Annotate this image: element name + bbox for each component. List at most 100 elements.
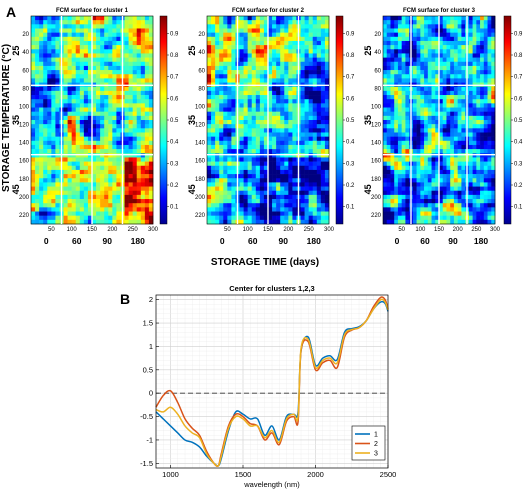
heatmap-cell [435, 115, 440, 121]
y-tick-label: 1.5 [143, 319, 153, 328]
heatmap-cell [31, 128, 36, 133]
x-tick-label: 50 [224, 227, 231, 233]
heatmap-cell [108, 107, 113, 112]
heatmap-cell [308, 203, 314, 208]
heatmap-cell [128, 24, 133, 29]
heatmap-cell [223, 53, 228, 58]
heatmap-cell [416, 199, 421, 204]
heatmap-cell [461, 124, 466, 129]
heatmap-cell [397, 103, 402, 108]
heatmap-cell [268, 194, 273, 200]
heatmap-cell [215, 36, 220, 42]
heatmap-cell [442, 36, 447, 42]
heatmap-cell [416, 103, 421, 108]
heatmap-cell [491, 74, 496, 79]
heatmap-cell [427, 53, 432, 58]
heatmap-cell [300, 53, 305, 58]
heatmap-cell [227, 103, 232, 108]
heatmap-cell [116, 65, 121, 71]
heatmap-cell [108, 103, 113, 108]
heatmap-cell [47, 65, 52, 71]
heatmap-cell [316, 36, 322, 42]
heatmap-cell [431, 120, 436, 125]
heatmap-cell [268, 140, 273, 146]
heatmap-cell [47, 182, 52, 187]
heatmap-cell [324, 49, 330, 54]
heatmap-cell [144, 199, 150, 204]
heatmap-cell [424, 186, 429, 192]
heatmap-cell [324, 157, 330, 162]
heatmap-cell [405, 103, 410, 108]
heatmap-cell [67, 120, 72, 125]
heatmap-cell [63, 178, 68, 183]
heatmap-cell [124, 95, 129, 100]
heatmap-cell [442, 65, 447, 71]
heatmap-cell [263, 186, 269, 192]
heatmap-cell [272, 194, 277, 200]
heatmap-cell [420, 57, 425, 63]
heatmap-cell [263, 111, 269, 117]
heatmap-cell [461, 153, 466, 158]
heatmap-cell [255, 120, 261, 125]
heatmap-cell [251, 219, 257, 225]
heatmap-cell [401, 45, 406, 50]
heatmap-cell [390, 61, 395, 67]
heatmap-cell [304, 136, 309, 142]
heatmap-cell [31, 132, 36, 137]
heatmap-cell [320, 190, 326, 196]
heatmap-cell [39, 45, 44, 50]
heatmap-cell [100, 157, 105, 162]
heatmap-cell [140, 65, 146, 71]
heatmap-cell [47, 211, 52, 216]
heatmap-cell [431, 90, 436, 96]
heatmap-cell [207, 95, 212, 100]
heatmap-cell [215, 203, 220, 208]
heatmap-cell [223, 111, 228, 117]
heatmap-cell [416, 169, 421, 175]
heatmap-cell [259, 53, 265, 58]
heatmap-cell [100, 115, 105, 121]
heatmap-cell [450, 140, 455, 146]
heatmap-cell [124, 157, 129, 162]
heatmap-cell [280, 115, 285, 121]
heatmap-cell [284, 36, 289, 42]
heatmap-cell [276, 215, 281, 221]
heatmap-cell [461, 211, 466, 216]
heatmap-cell [292, 149, 297, 154]
heatmap-cell [324, 24, 330, 29]
heatmap-cell [223, 78, 228, 83]
heatmap-cell [292, 219, 297, 225]
heatmap-cell [292, 215, 297, 221]
heatmap-cell [87, 120, 93, 125]
heatmap-cell [420, 124, 425, 129]
heatmap-cell [128, 16, 133, 21]
heatmap-cell [284, 203, 289, 208]
heatmap-cell [450, 186, 455, 192]
heatmap-cell [55, 57, 60, 63]
heatmap-cell [439, 215, 444, 221]
colorbar-tick-label: 0.4 [170, 140, 179, 146]
heatmap-cell [320, 157, 326, 162]
heatmap-cell [461, 16, 466, 21]
heatmap-cell [442, 144, 447, 150]
row-label-temperature: 25 [187, 46, 197, 56]
heatmap-cell [446, 211, 451, 216]
heatmap-cell [316, 61, 322, 67]
heatmap-cell [116, 32, 121, 38]
heatmap-cell [272, 70, 277, 75]
heatmap-cell [431, 115, 436, 121]
heatmap-cell [112, 140, 117, 146]
heatmap-cell [394, 107, 399, 112]
heatmap-cell [223, 120, 228, 125]
heatmap-cell [424, 215, 429, 221]
heatmap-cell [31, 40, 36, 46]
heatmap-cell [450, 74, 455, 79]
heatmap-cell [263, 157, 269, 162]
heatmap-cell [420, 136, 425, 142]
heatmap-cell [268, 199, 273, 204]
heatmap-cell [100, 16, 105, 21]
heatmap-cell [96, 161, 101, 167]
heatmap-cell [71, 32, 77, 38]
heatmap-cell [39, 32, 44, 38]
heatmap-cell [31, 78, 36, 83]
